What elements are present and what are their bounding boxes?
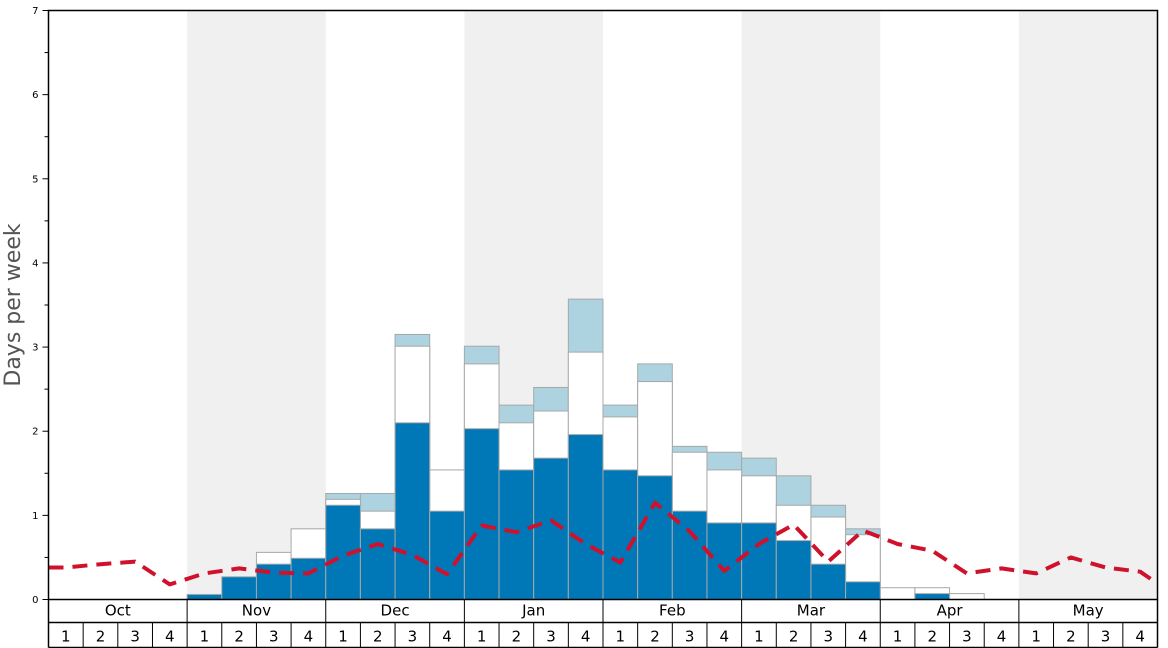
month-label-apr: Apr <box>937 602 964 620</box>
bar-dark-13 <box>463 428 500 600</box>
week-label: 4 <box>720 628 730 646</box>
bar-dark-6 <box>221 576 257 601</box>
week-label: 3 <box>269 628 279 646</box>
y-tick-label: 3 <box>32 343 38 354</box>
y-axis-label: Days per week <box>1 223 26 386</box>
week-label: 3 <box>408 628 418 646</box>
week-label: 2 <box>650 628 660 646</box>
bar-dark-5 <box>186 593 223 600</box>
bar-dark-19 <box>671 510 708 600</box>
week-label: 3 <box>1101 628 1111 646</box>
week-label: 2 <box>927 628 937 646</box>
bar-dark-15 <box>533 457 569 601</box>
series-line <box>48 500 1159 587</box>
week-label: 4 <box>997 628 1007 646</box>
week-label: 4 <box>442 628 452 646</box>
y-tick-label: 2 <box>32 427 38 438</box>
bar-dark-17 <box>602 469 639 601</box>
week-label: 3 <box>823 628 833 646</box>
week-label: 4 <box>581 628 591 646</box>
y-tick-label: 5 <box>32 174 38 185</box>
x-axis: Oct 1 2 3 4 Nov 1 2 3 4 Dec 1 2 3 4 Jan 1 2 3 4 Feb 1 2 3 4 Mar 1 2… <box>47 599 1159 648</box>
week-label: 2 <box>234 628 244 646</box>
week-label: 2 <box>373 628 383 646</box>
week-label: 1 <box>616 628 626 646</box>
week-label: 1 <box>338 628 348 646</box>
month-label-mar: Mar <box>797 602 826 620</box>
week-label: 1 <box>1031 628 1041 646</box>
bar-dark-23 <box>810 563 847 600</box>
bar-dark-26 <box>914 593 951 600</box>
y-axis: 0 1 2 3 4 5 6 7 <box>32 6 49 606</box>
y-tick-label: 6 <box>32 90 38 101</box>
bars <box>186 298 985 601</box>
bar-dark-21 <box>741 522 777 600</box>
average-line <box>48 500 1159 587</box>
month-band-may <box>1018 10 1158 600</box>
week-label: 1 <box>893 628 903 646</box>
bar-dark-16 <box>567 434 604 600</box>
bar-dark-22 <box>775 540 812 600</box>
week-label: 2 <box>789 628 799 646</box>
week-label: 2 <box>512 628 522 646</box>
week-label: 4 <box>858 628 868 646</box>
week-label: 4 <box>165 628 175 646</box>
y-tick-label: 0 <box>32 595 38 606</box>
week-label: 4 <box>1135 628 1145 646</box>
week-label: 3 <box>685 628 695 646</box>
week-label: 1 <box>61 628 71 646</box>
bar-dark-24 <box>845 581 881 601</box>
month-label-dec: Dec <box>381 602 410 620</box>
week-label: 3 <box>546 628 556 646</box>
month-label-oct: Oct <box>105 602 131 620</box>
bar-dark-10 <box>359 528 396 601</box>
bar-dark-18 <box>637 475 673 600</box>
month-label-jan: Jan <box>521 602 545 620</box>
week-label: 2 <box>96 628 106 646</box>
week-label: 2 <box>1066 628 1076 646</box>
week-label: 3 <box>962 628 972 646</box>
bar-dark-11 <box>394 422 431 600</box>
month-label-feb: Feb <box>659 602 686 620</box>
month-band-nov <box>187 10 326 600</box>
month-label-may: May <box>1073 602 1104 620</box>
week-label: 3 <box>130 628 140 646</box>
week-label: 1 <box>200 628 210 646</box>
bar-dark-8 <box>290 557 327 601</box>
week-label: 1 <box>754 628 764 646</box>
month-label-nov: Nov <box>242 602 271 620</box>
week-label: 1 <box>477 628 487 646</box>
week-label: 4 <box>304 628 314 646</box>
y-tick-label: 1 <box>32 511 38 522</box>
y-tick-label: 4 <box>32 258 38 269</box>
bar-white-25 <box>879 587 916 600</box>
bar-white-27 <box>949 593 985 600</box>
y-tick-label: 7 <box>32 6 38 17</box>
bar-dark-20 <box>706 522 743 600</box>
bar-dark-14 <box>498 469 535 601</box>
